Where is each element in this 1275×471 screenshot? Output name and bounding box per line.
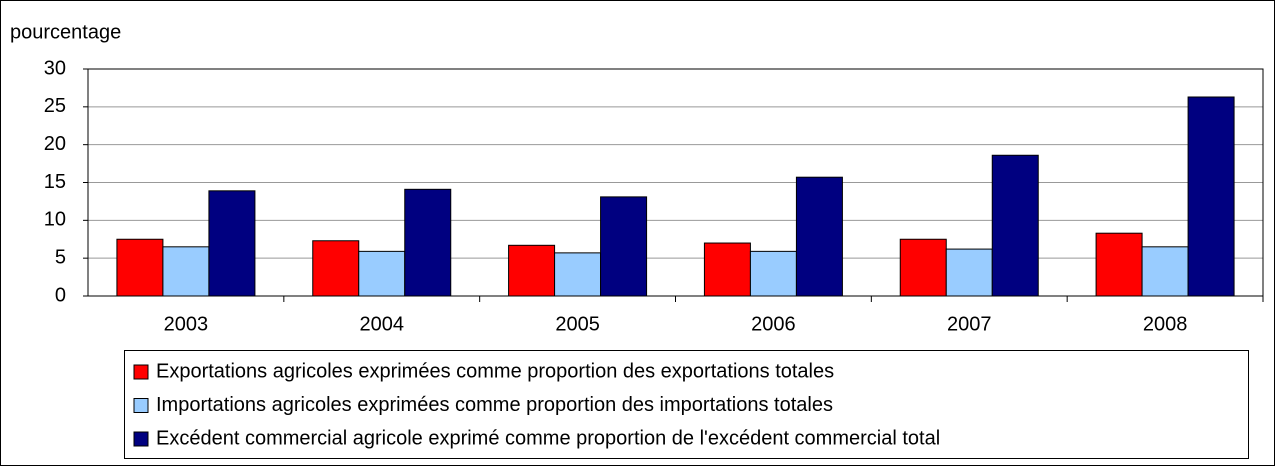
bar: [795, 176, 843, 297]
x-tick-label: 2008: [1143, 313, 1188, 335]
x-tick-label: 2005: [555, 313, 600, 335]
bar: [358, 250, 406, 297]
bar: [703, 242, 751, 297]
bar: [208, 190, 256, 297]
x-tick-label: 2006: [751, 313, 796, 335]
bar: [312, 240, 360, 297]
bar: [508, 244, 556, 297]
legend-label: Importations agricoles exprimées comme p…: [156, 394, 833, 416]
bar: [600, 196, 648, 297]
bar: [116, 238, 164, 297]
bar: [162, 246, 210, 297]
bar: [991, 154, 1039, 297]
bar: [749, 250, 797, 297]
bar: [1095, 232, 1143, 297]
bar: [404, 188, 452, 297]
legend-label: Exportations agricoles exprimées comme p…: [156, 360, 834, 382]
y-tick-label: 5: [55, 246, 66, 268]
legend-swatch: [133, 431, 149, 447]
y-tick-label: 25: [44, 95, 66, 117]
y-tick-label: 15: [44, 171, 66, 193]
bar: [554, 252, 602, 297]
bar: [1141, 246, 1189, 297]
legend-swatch: [133, 364, 149, 380]
y-tick-label: 20: [44, 133, 66, 155]
bar: [945, 248, 993, 297]
legend-box: [124, 350, 1249, 459]
y-tick-label: 10: [44, 209, 66, 231]
legend-swatch: [133, 398, 149, 413]
legend-label: Excédent commercial agricole exprimé com…: [156, 427, 940, 449]
bar: [1187, 96, 1235, 297]
y-tick-label: 0: [55, 284, 66, 306]
x-tick-label: 2004: [360, 313, 405, 335]
x-tick-label: 2003: [164, 313, 209, 335]
x-tick-label: 2007: [947, 313, 992, 335]
y-tick-label: 30: [44, 57, 66, 79]
bar: [899, 238, 947, 297]
y-axis-label: pourcentage: [10, 21, 121, 43]
